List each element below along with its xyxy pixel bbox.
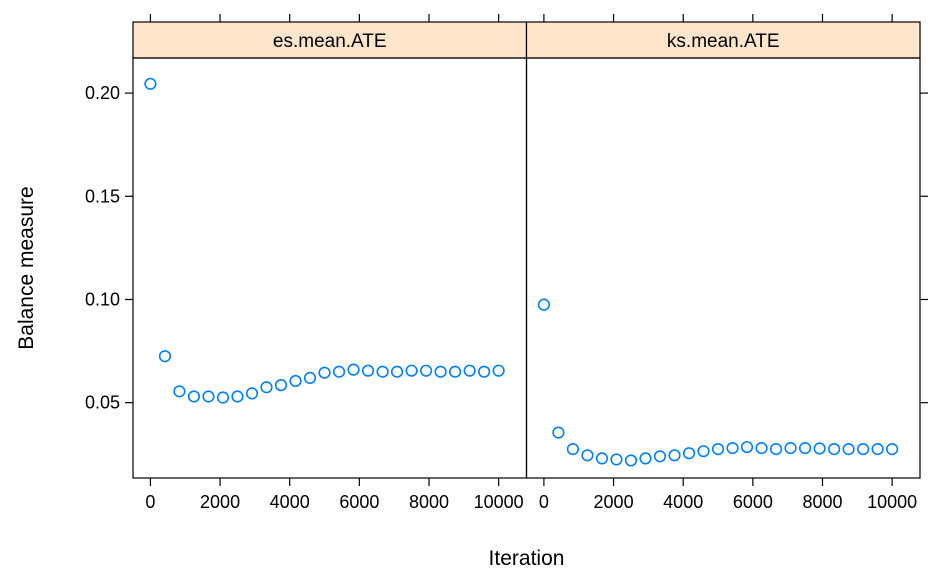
- data-point: [173, 385, 186, 398]
- data-point: [231, 390, 244, 403]
- data-point: [347, 363, 360, 376]
- panel-frame: [525, 57, 921, 479]
- y-axis: 0.05 0.10 0.15 0.20: [85, 83, 928, 413]
- data-point: [697, 445, 710, 458]
- data-point: [187, 390, 201, 403]
- data-point: [639, 452, 652, 465]
- panel-1: es.mean.ATE 0 2000 4000 6000 8000 10000: [132, 14, 528, 512]
- data-point: [318, 366, 331, 379]
- data-point: [274, 379, 288, 392]
- x-axis-label: Iteration: [489, 547, 565, 570]
- data-point: [492, 364, 505, 377]
- strip-background: [132, 21, 528, 59]
- data-point: [144, 77, 157, 90]
- panel-2: ks.mean.ATE 0 2000 4000 6000 8000 10000: [525, 14, 921, 512]
- data-point: [390, 365, 404, 378]
- data-point: [361, 364, 375, 377]
- data-point: [581, 449, 594, 462]
- data-point: [740, 440, 754, 454]
- data-point: [158, 350, 172, 363]
- data-point: [552, 426, 565, 439]
- data-point: [405, 364, 418, 377]
- data-point: [289, 374, 302, 388]
- x-tick-label: 0: [145, 492, 155, 512]
- x-tick-label: 10000: [474, 492, 524, 512]
- strip-label: es.mean.ATE: [273, 31, 387, 52]
- data-point: [245, 387, 259, 400]
- data-point: [434, 365, 447, 378]
- data-point: [798, 441, 812, 455]
- x-tick-label: 4000: [270, 492, 310, 512]
- x-tick-label: 8000: [802, 492, 842, 512]
- data-point: [478, 365, 491, 378]
- data-point: [813, 442, 826, 455]
- data-point: [566, 443, 580, 456]
- data-point: [624, 454, 638, 467]
- data-point: [726, 441, 739, 455]
- y-axis-label: Balance measure: [15, 186, 38, 349]
- x-tick-label: 6000: [733, 492, 773, 512]
- y-tick-label: 0.20: [85, 83, 120, 103]
- x-tick-label: 8000: [409, 492, 449, 512]
- data-point: [610, 453, 623, 466]
- data-point: [784, 441, 797, 455]
- x-tick-label: 10000: [867, 492, 917, 512]
- data-point: [711, 443, 725, 456]
- data-point: [260, 381, 273, 394]
- data-point: [842, 443, 855, 456]
- data-point: [537, 298, 551, 311]
- data-point: [682, 447, 696, 460]
- data-point: [827, 443, 841, 456]
- x-tick-label: 6000: [339, 492, 379, 512]
- y-tick-label: 0.10: [85, 289, 120, 309]
- x-tick-label: 2000: [594, 492, 634, 512]
- y-tick-label: 0.05: [85, 393, 120, 413]
- data-point: [871, 443, 884, 456]
- data-point: [449, 365, 462, 378]
- x-tick-label: 2000: [200, 492, 240, 512]
- data-point: [668, 449, 681, 462]
- data-point: [376, 365, 389, 378]
- x-tick-label: 4000: [663, 492, 703, 512]
- data-point: [857, 443, 870, 456]
- data-point: [755, 441, 768, 455]
- panel-frame: [132, 57, 528, 479]
- data-point: [332, 365, 346, 378]
- data-point: [653, 450, 667, 463]
- strip-label: ks.mean.ATE: [667, 31, 780, 52]
- data-point: [769, 443, 783, 456]
- strip-background: [525, 21, 921, 59]
- data-point: [463, 364, 476, 377]
- data-point: [420, 364, 433, 377]
- data-point: [886, 443, 899, 456]
- data-point: [303, 371, 317, 385]
- data-point: [595, 452, 609, 465]
- y-tick-label: 0.15: [85, 186, 120, 206]
- x-tick-label: 0: [539, 492, 549, 512]
- data-point: [216, 391, 230, 404]
- data-point: [202, 390, 215, 403]
